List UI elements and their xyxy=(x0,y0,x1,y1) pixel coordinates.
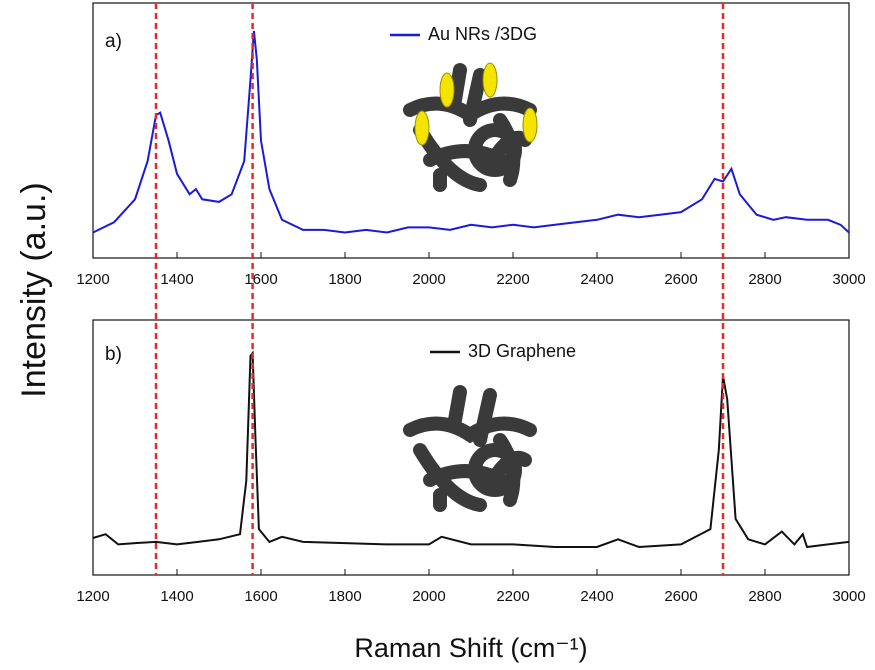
x-tick-label: 1200 xyxy=(76,271,109,288)
panel-label: b) xyxy=(105,344,122,365)
x-tick-label: 2400 xyxy=(580,588,613,605)
x-tick-label: 3000 xyxy=(832,271,865,288)
x-tick-label: 2800 xyxy=(748,588,781,605)
x-axis-label: Raman Shift (cm⁻¹) xyxy=(354,633,587,663)
x-tick-label: 2200 xyxy=(496,271,529,288)
legend-label: 3D Graphene xyxy=(468,341,576,361)
data-line xyxy=(92,350,850,549)
x-tick-label: 1800 xyxy=(328,271,361,288)
x-tick-label: 1600 xyxy=(244,588,277,605)
x-tick-label: 1400 xyxy=(160,271,193,288)
x-tick-label: 1600 xyxy=(244,271,277,288)
x-tick-label: 3000 xyxy=(832,588,865,605)
x-tick-label: 2800 xyxy=(748,271,781,288)
x-tick-label: 1400 xyxy=(160,588,193,605)
plot-frame xyxy=(92,2,850,259)
x-tick-label: 2600 xyxy=(664,271,697,288)
x-tick-label: 1200 xyxy=(76,588,109,605)
graphene-illustration-a xyxy=(403,62,538,192)
legend-label: Au NRs /3DG xyxy=(428,24,537,44)
x-tick-label: 2400 xyxy=(580,271,613,288)
x-tick-label: 2000 xyxy=(412,271,445,288)
x-tick-label: 2600 xyxy=(664,588,697,605)
x-tick-label: 1800 xyxy=(328,588,361,605)
graphene-illustration-b xyxy=(403,385,537,512)
x-tick-label: 2000 xyxy=(412,588,445,605)
plot-frame xyxy=(92,319,850,576)
x-tick-label: 2200 xyxy=(496,588,529,605)
data-line xyxy=(92,30,850,234)
panel-label: a) xyxy=(105,31,122,52)
y-axis-label: Intensity (a.u.) xyxy=(15,182,53,397)
